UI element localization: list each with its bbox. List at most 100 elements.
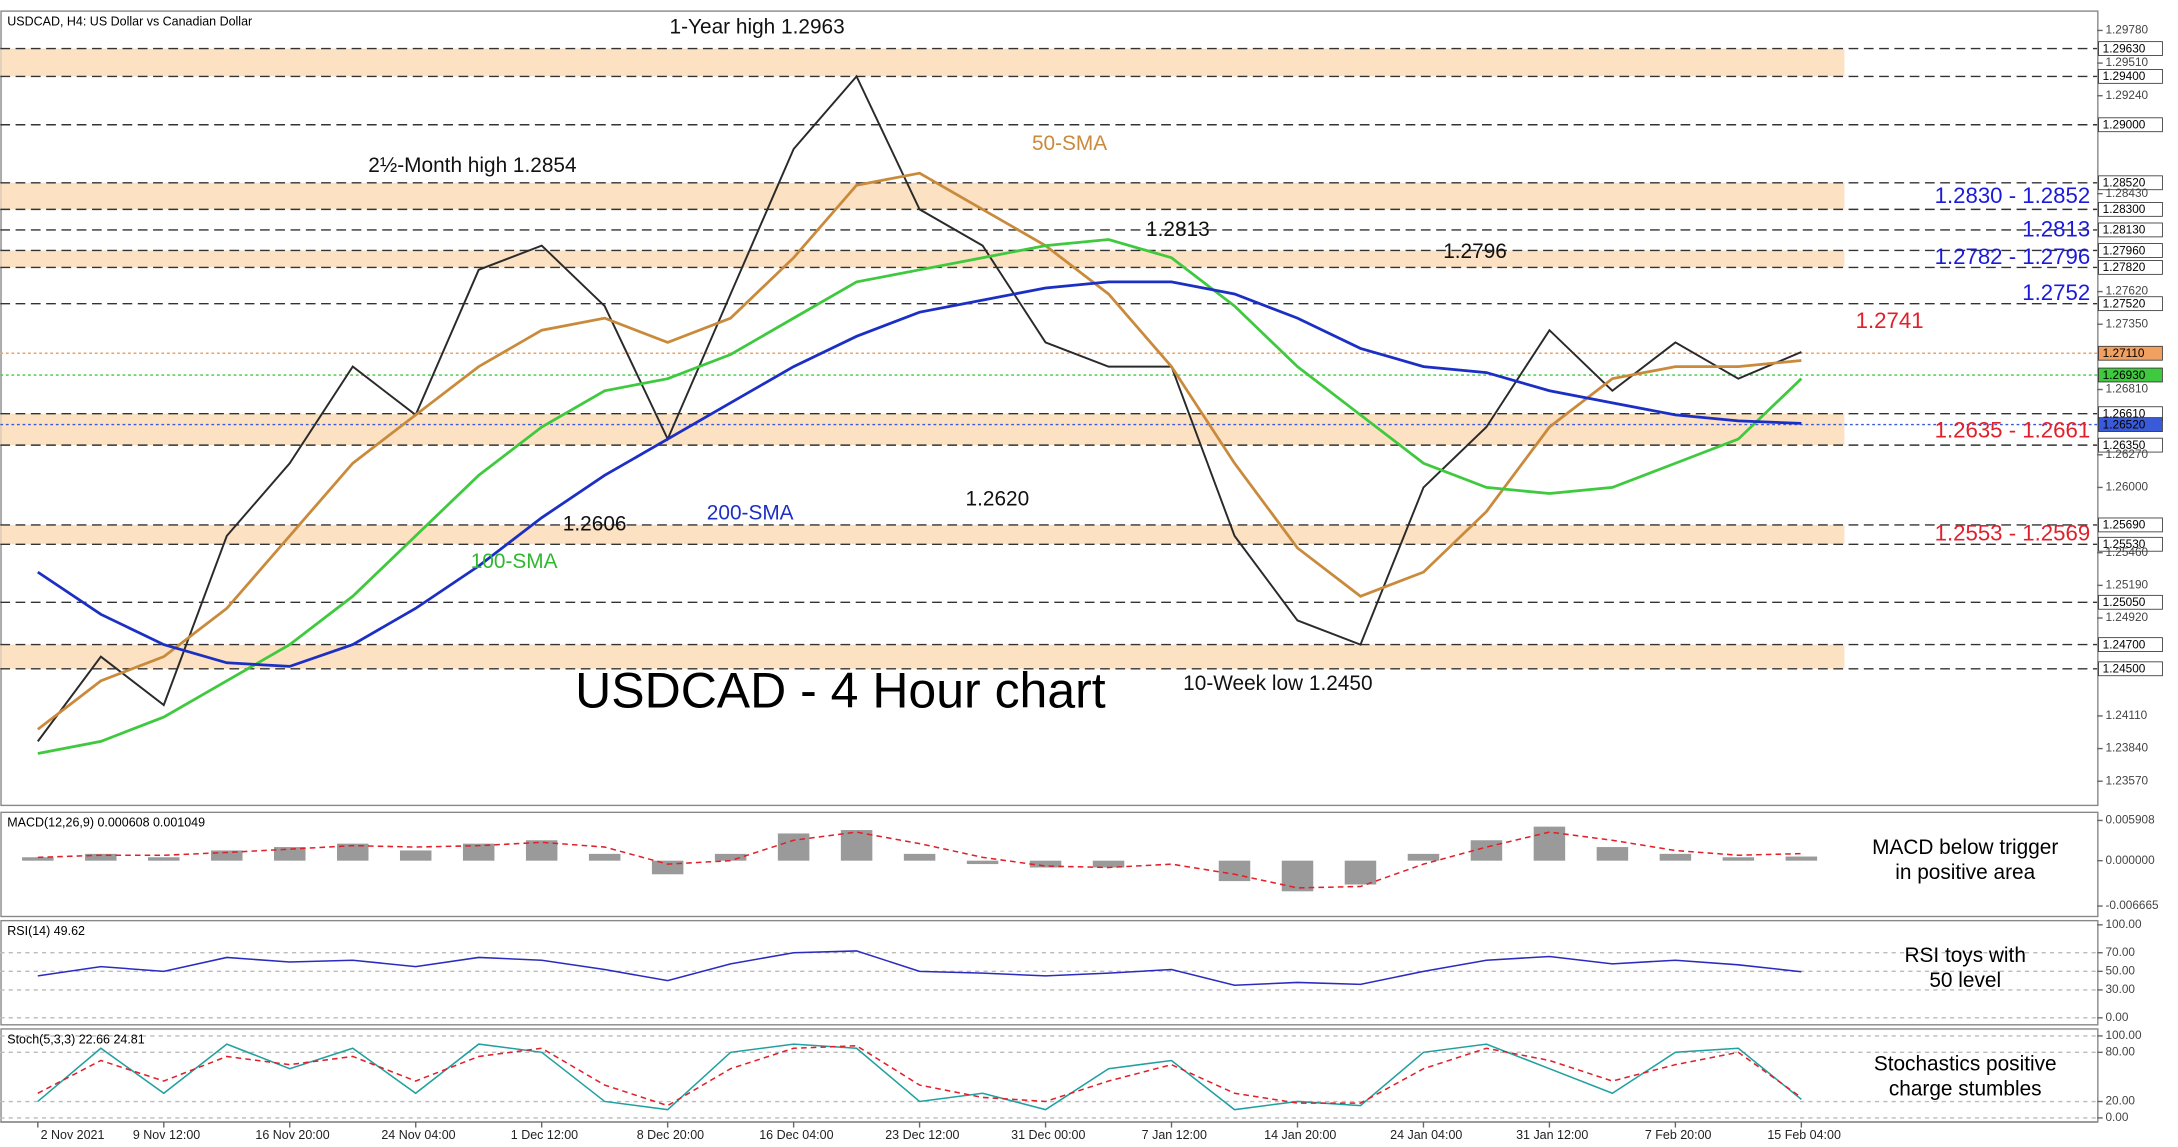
- y-tick-label: 1.29780: [2105, 23, 2148, 37]
- y-tick-label: 1.28430: [2105, 186, 2148, 200]
- level-label-box: [2098, 69, 2163, 84]
- histogram-bar: [22, 857, 54, 861]
- y-tick-label: 80.00: [2105, 1044, 2135, 1058]
- panel-note: 50 level: [1929, 969, 2001, 992]
- y-tick-label: 1.29240: [2105, 88, 2148, 102]
- zone: [0, 644, 1845, 669]
- level-label-box: [2098, 637, 2163, 652]
- panel-title: USDCAD, H4: US Dollar vs Canadian Dollar: [7, 15, 252, 29]
- panel-frame: [0, 10, 2099, 807]
- level-label-box: [2098, 661, 2163, 677]
- histogram-bar: [840, 830, 873, 861]
- annotation: 1.2635 - 1.2661: [1935, 418, 2091, 443]
- panel-title: MACD(12,26,9) 0.000608 0.001049: [7, 816, 205, 830]
- level-label: 1.27960: [2103, 243, 2146, 257]
- level-label: 1.29630: [2103, 41, 2146, 55]
- y-tick-label: 70.00: [2105, 945, 2135, 959]
- x-tick-label: 24 Nov 04:00: [381, 1128, 455, 1142]
- x-tick-label: 23 Dec 12:00: [885, 1128, 959, 1142]
- series-line: [37, 74, 1802, 742]
- series-line: [36, 171, 1802, 731]
- level-label-box: [2098, 594, 2163, 610]
- x-tick-label: 16 Dec 04:00: [759, 1128, 833, 1142]
- panel-title: Stoch(5,3,3) 22.66 24.81: [7, 1032, 144, 1046]
- y-tick-label: 1.25190: [2105, 577, 2148, 591]
- annotation: 100-SMA: [471, 550, 558, 573]
- histogram-bar: [399, 850, 432, 861]
- panel-note: charge stumbles: [1889, 1078, 2042, 1101]
- x-tick-label: 7 Jan 12:00: [1142, 1128, 1207, 1142]
- annotation: 1.2752: [2022, 280, 2090, 305]
- histogram-bar: [1281, 860, 1314, 892]
- level-label: 1.27520: [2103, 296, 2146, 310]
- panel-title: RSI(14) 49.62: [7, 924, 85, 938]
- zone: [0, 524, 1845, 545]
- annotation: 1.2553 - 1.2569: [1935, 520, 2091, 545]
- histogram-bar: [588, 853, 621, 861]
- y-tick-label: 1.27350: [2105, 316, 2148, 330]
- histogram-bar: [462, 843, 495, 861]
- level-label: 1.26520: [2103, 417, 2146, 431]
- y-tick-label: 1.24110: [2105, 708, 2147, 722]
- y-tick-label: 0.005908: [2105, 813, 2155, 827]
- histogram-bar: [85, 853, 117, 861]
- level-label: 1.26930: [2103, 368, 2146, 382]
- histogram-bar: [1785, 856, 1818, 861]
- panel-note: Stochastics positive: [1874, 1053, 2057, 1076]
- annotation: 50-SMA: [1032, 132, 1107, 155]
- y-tick-label: 0.000000: [2105, 853, 2155, 867]
- annotation: 1.2796: [1443, 240, 1507, 263]
- y-tick-label: 100.00: [2105, 917, 2142, 931]
- panel-note: MACD below trigger: [1872, 836, 2058, 859]
- annotation: 1.2813: [1146, 218, 1210, 241]
- histogram-bar: [1407, 853, 1440, 861]
- histogram-bar: [714, 853, 747, 861]
- level-label-box: [2098, 296, 2163, 312]
- level-label: 1.25050: [2103, 595, 2146, 609]
- panel-note: RSI toys with: [1904, 944, 2025, 967]
- level-label-box: [2098, 367, 2163, 383]
- histogram-bar: [1029, 860, 1062, 868]
- level-label: 1.29000: [2103, 118, 2146, 132]
- y-tick-label: 0.00: [2105, 1010, 2128, 1024]
- annotation: 1.2830 - 1.2852: [1935, 183, 2091, 208]
- level-label-box: [2098, 117, 2163, 133]
- x-tick-label: 31 Jan 12:00: [1516, 1128, 1588, 1142]
- y-tick-label: -0.006665: [2105, 898, 2159, 912]
- histogram-bar: [1533, 826, 1566, 861]
- series-line: [37, 831, 1802, 889]
- y-tick-label: 1.26810: [2105, 382, 2148, 396]
- histogram-bar: [1470, 840, 1503, 861]
- histogram-bar: [274, 847, 306, 861]
- histogram-bar: [1092, 860, 1125, 868]
- x-tick-label: 14 Jan 20:00: [1264, 1128, 1336, 1142]
- histogram-bar: [1722, 857, 1755, 861]
- series-line: [37, 1044, 1802, 1107]
- series-line: [37, 280, 1802, 668]
- level-label-box: [2098, 437, 2163, 453]
- level-label: 1.24700: [2103, 637, 2146, 651]
- histogram-bar: [525, 840, 558, 861]
- level-label-box: [2098, 517, 2163, 533]
- y-tick-label: 1.24920: [2105, 610, 2148, 624]
- x-tick-label: 7 Feb 20:00: [1645, 1128, 1712, 1142]
- histogram-bar: [777, 833, 810, 861]
- annotation: 2½-Month high 1.2854: [368, 154, 576, 177]
- x-tick-label: 8 Dec 20:00: [637, 1128, 704, 1142]
- histogram-bar: [211, 850, 243, 861]
- x-tick-label: 24 Jan 04:00: [1390, 1128, 1462, 1142]
- level-label: 1.27820: [2103, 260, 2146, 274]
- annotation: 1.2620: [966, 487, 1030, 510]
- histogram-bar: [148, 857, 180, 861]
- y-tick-label: 1.23840: [2105, 741, 2148, 755]
- level-label-box: [2098, 243, 2163, 258]
- x-tick-label: 16 Nov 20:00: [255, 1128, 329, 1142]
- zone: [0, 413, 1845, 446]
- zone: [0, 48, 1845, 77]
- y-tick-label: 30.00: [2105, 982, 2135, 996]
- level-label: 1.24500: [2103, 662, 2146, 676]
- panel-frame: [0, 811, 2099, 918]
- annotation: 10-Week low 1.2450: [1183, 672, 1372, 695]
- series-line: [37, 950, 1802, 986]
